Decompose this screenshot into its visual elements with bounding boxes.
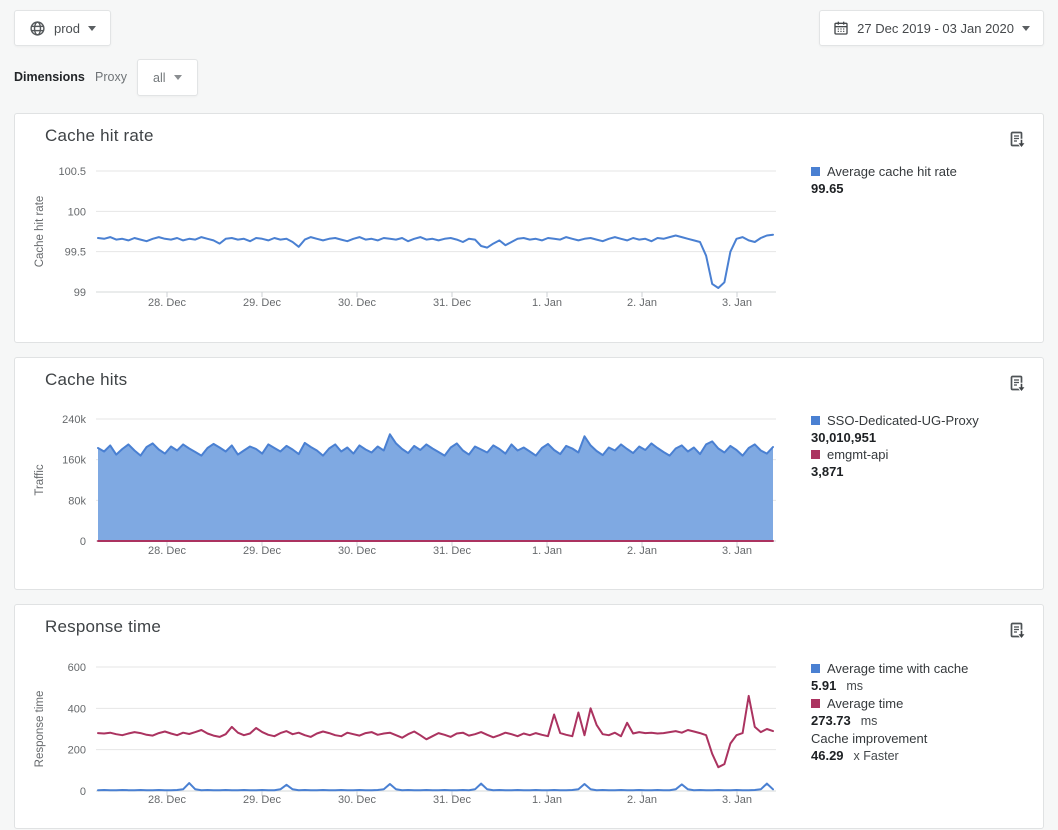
legend-swatch [811, 167, 820, 176]
y-tick-label: 100.5 [58, 166, 86, 178]
legend-label-text: Average time with cache [827, 660, 968, 677]
x-tick-label: 3. Jan [722, 545, 752, 557]
legend-swatch [811, 699, 820, 708]
x-tick-label: 1. Jan [532, 794, 562, 806]
chevron-down-icon [1022, 26, 1030, 31]
legend-swatch [811, 664, 820, 673]
legend-item-label[interactable]: Average cache hit rate [811, 163, 1039, 180]
chart-legend: Average time with cache5.91msAverage tim… [811, 660, 1039, 765]
y-tick-label: 99 [74, 287, 86, 299]
legend-item-value: 99.65 [811, 180, 1039, 197]
legend-label-text: Cache improvement [811, 730, 927, 747]
x-tick-label: 28. Dec [148, 297, 186, 309]
x-tick-label: 31. Dec [433, 297, 471, 309]
response-time-card: 600 400 200 0 28. Dec 29. Dec 30. Dec 31. Dec 1.… [14, 604, 1044, 829]
y-tick-label: 240k [62, 414, 86, 426]
proxy-filter-value: all [153, 71, 166, 85]
legend-value-unit: ms [846, 679, 863, 693]
legend-label-text: Average time [827, 695, 903, 712]
x-tick-label: 28. Dec [148, 545, 186, 557]
globe-icon [29, 20, 46, 37]
x-tick-label: 29. Dec [243, 545, 281, 557]
date-range-label: 27 Dec 2019 - 03 Jan 2020 [857, 21, 1014, 36]
y-tick-label: 80k [68, 495, 86, 507]
export-report-icon [1008, 622, 1027, 641]
chart-title: Response time [45, 617, 161, 637]
export-report-icon [1008, 375, 1027, 394]
cache-hit-rate-chart[interactable]: 100.5 100 99.5 99 28. Dec 29. Dec 30. Dec 31. D… [15, 114, 1043, 342]
environment-selector[interactable]: prod [14, 10, 111, 46]
y-tick-label: 600 [68, 662, 86, 674]
y-tick-label: 400 [68, 703, 86, 715]
series-line [98, 783, 773, 790]
x-tick-label: 2. Jan [627, 545, 657, 557]
cache-hits-card: 240k 160k 80k 0 28. Dec 29. Dec 30. Dec 31. Dec… [14, 357, 1044, 590]
dimensions-label: Dimensions [14, 70, 85, 84]
export-report-icon [1008, 131, 1027, 150]
calendar-icon [833, 20, 849, 36]
legend-item-value: 46.29x Faster [811, 747, 1039, 765]
legend-label-text: SSO-Dedicated-UG-Proxy [827, 412, 979, 429]
y-tick-label: 0 [80, 536, 86, 548]
series-line [98, 696, 773, 767]
x-tick-label: 3. Jan [722, 794, 752, 806]
x-tick-label: 2. Jan [627, 794, 657, 806]
y-tick-label: 0 [80, 786, 86, 798]
chevron-down-icon [88, 26, 96, 31]
export-report-button[interactable] [1006, 620, 1029, 643]
x-tick-label: 30. Dec [338, 545, 376, 557]
legend-item-label: Cache improvement [811, 730, 1039, 747]
proxy-filter-dropdown[interactable]: all [137, 59, 198, 96]
y-tick-label: 99.5 [65, 247, 86, 259]
environment-label: prod [54, 21, 80, 36]
legend-swatch [811, 416, 820, 425]
cache-hit-rate-card: 100.5 100 99.5 99 28. Dec 29. Dec 30. Dec 31. D… [14, 113, 1044, 343]
legend-label-text: emgmt-api [827, 446, 888, 463]
legend-item-value: 30,010,951 [811, 429, 1039, 446]
x-tick-label: 1. Jan [532, 297, 562, 309]
chart-title: Cache hits [45, 370, 127, 390]
y-tick-label: 100 [68, 206, 86, 218]
chevron-down-icon [174, 75, 182, 80]
date-range-selector[interactable]: 27 Dec 2019 - 03 Jan 2020 [819, 10, 1044, 46]
x-tick-label: 28. Dec [148, 794, 186, 806]
y-axis-title: Response time [34, 691, 46, 768]
y-tick-label: 160k [62, 455, 86, 467]
legend-item-label[interactable]: Average time [811, 695, 1039, 712]
x-tick-label: 30. Dec [338, 794, 376, 806]
series-line [98, 235, 773, 288]
legend-item-value: 3,871 [811, 463, 1039, 480]
y-tick-label: 200 [68, 745, 86, 757]
x-tick-label: 31. Dec [433, 794, 471, 806]
legend-swatch [811, 450, 820, 459]
chart-legend: Average cache hit rate99.65 [811, 163, 1039, 197]
export-report-button[interactable] [1006, 373, 1029, 396]
x-tick-label: 30. Dec [338, 297, 376, 309]
legend-item-label[interactable]: SSO-Dedicated-UG-Proxy [811, 412, 1039, 429]
chart-title: Cache hit rate [45, 126, 154, 146]
chart-legend: SSO-Dedicated-UG-Proxy30,010,951emgmt-ap… [811, 412, 1039, 480]
legend-item-label[interactable]: Average time with cache [811, 660, 1039, 677]
x-tick-label: 1. Jan [532, 545, 562, 557]
x-tick-label: 29. Dec [243, 297, 281, 309]
proxy-label: Proxy [95, 70, 127, 84]
legend-value-unit: x Faster [854, 749, 899, 763]
x-tick-label: 3. Jan [722, 297, 752, 309]
y-axis-title: Cache hit rate [34, 196, 46, 268]
export-report-button[interactable] [1006, 129, 1029, 152]
legend-item-label[interactable]: emgmt-api [811, 446, 1039, 463]
legend-label-text: Average cache hit rate [827, 163, 957, 180]
legend-item-value: 5.91ms [811, 677, 1039, 695]
legend-item-value: 273.73ms [811, 712, 1039, 730]
legend-value-unit: ms [861, 714, 878, 728]
y-axis-title: Traffic [34, 464, 46, 496]
x-tick-label: 29. Dec [243, 794, 281, 806]
x-tick-label: 31. Dec [433, 545, 471, 557]
x-tick-label: 2. Jan [627, 297, 657, 309]
